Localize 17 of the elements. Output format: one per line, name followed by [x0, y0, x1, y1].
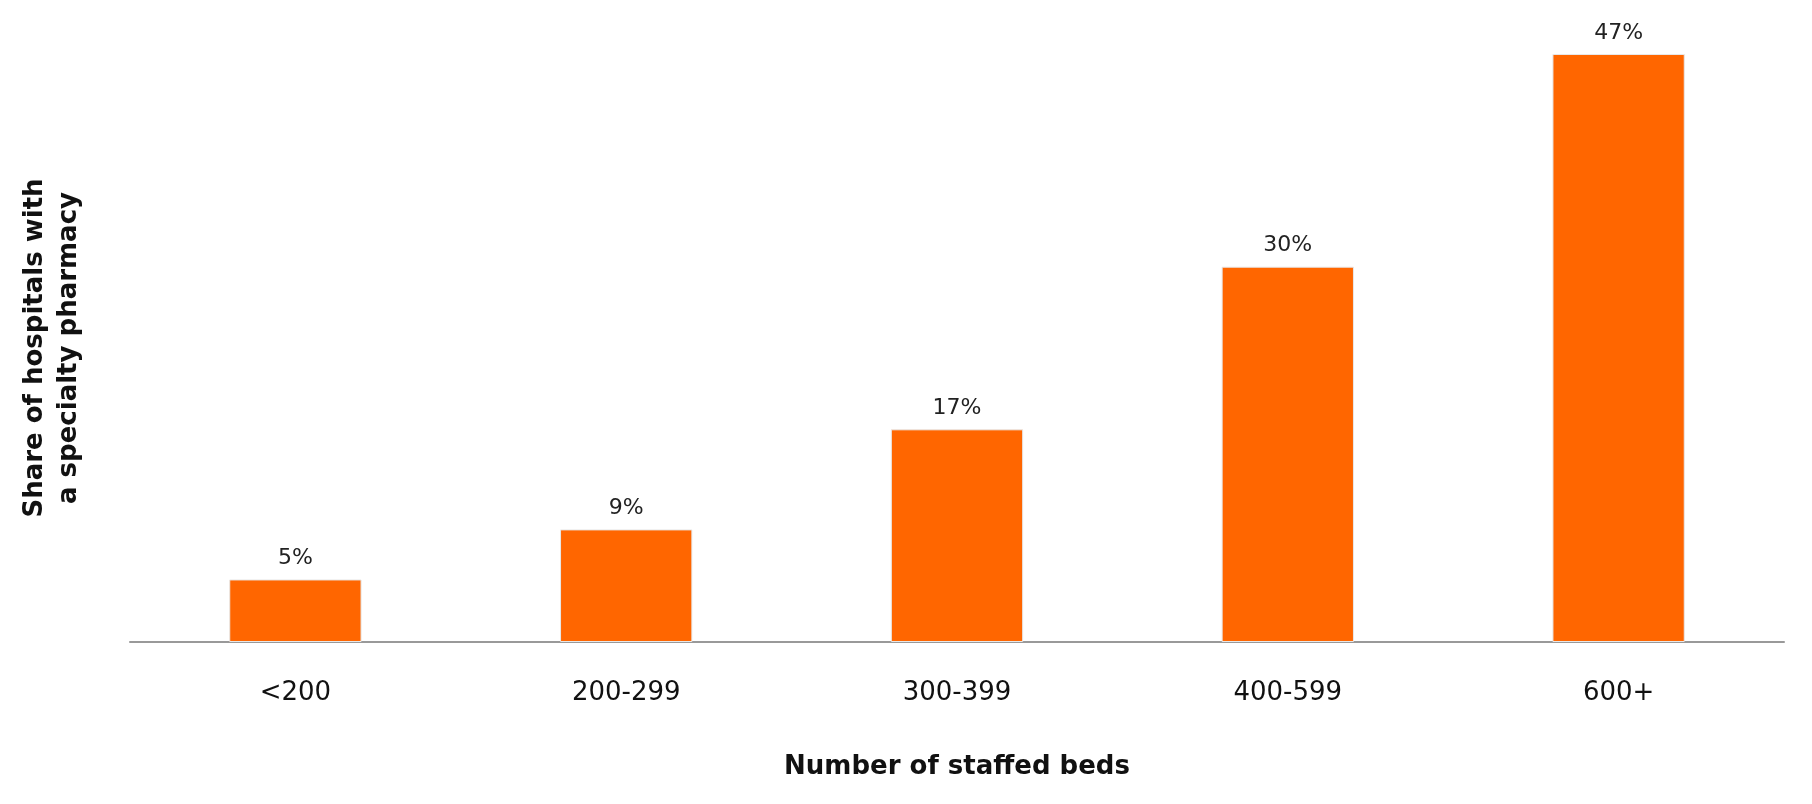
data-label: 9%	[608, 493, 644, 519]
x-tick-label: 300-399	[902, 676, 1012, 706]
bar	[560, 529, 693, 642]
x-axis-title: Number of staffed beds	[784, 750, 1130, 780]
bar	[890, 429, 1024, 642]
bar	[1221, 266, 1354, 642]
bar	[229, 579, 362, 642]
x-tick-label: 400-599	[1233, 676, 1343, 706]
data-label: 5%	[277, 543, 313, 569]
bar	[1552, 54, 1685, 642]
y-axis-title: Share of hospitals with a specialty pharmacy	[18, 178, 82, 518]
data-label: 30%	[1263, 231, 1313, 257]
data-label: 47%	[1594, 18, 1644, 44]
data-label: 17%	[932, 393, 982, 419]
x-tick-label: <200	[259, 676, 332, 706]
x-tick-label: 200-299	[571, 676, 681, 706]
x-tick-label: 600+	[1582, 676, 1655, 706]
